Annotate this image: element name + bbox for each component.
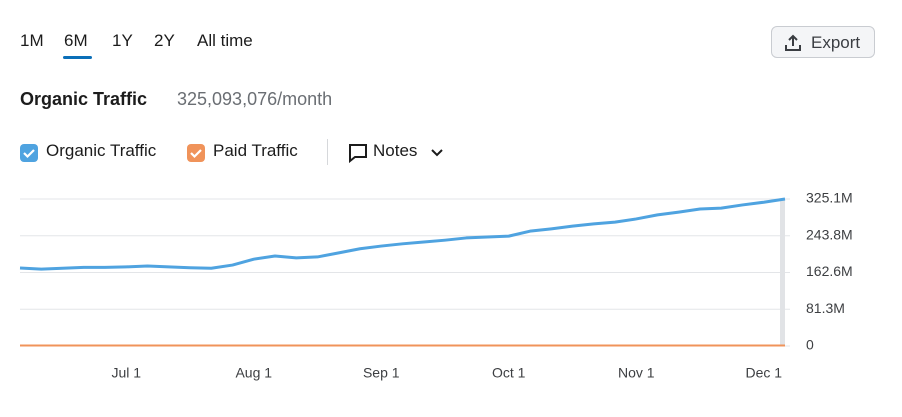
export-button[interactable]: Export [771, 26, 875, 58]
legend-label: Paid Traffic [213, 141, 298, 160]
y-tick-label: 162.6M [806, 263, 853, 279]
period-tab[interactable]: All time [197, 31, 253, 50]
tab-underline [63, 56, 92, 59]
period-tab[interactable]: 1Y [112, 31, 133, 50]
y-tick-label: 0 [806, 337, 814, 353]
x-tick-label: Aug 1 [235, 365, 272, 381]
summary-value: 325,093,076/month [177, 89, 333, 109]
legend-checkbox[interactable] [20, 144, 38, 162]
x-tick-label: Dec 1 [745, 365, 782, 381]
period-tab[interactable]: 1M [20, 31, 44, 50]
x-tick-label: Sep 1 [363, 365, 400, 381]
notes-icon [349, 144, 367, 163]
separator [327, 139, 328, 165]
check [190, 149, 202, 159]
chevron [431, 149, 443, 157]
notes-label: Notes [373, 141, 418, 160]
check [23, 149, 35, 159]
x-tick-label: Oct 1 [492, 365, 526, 381]
export-label: Export [811, 33, 861, 52]
y-tick-label: 325.1M [806, 190, 853, 206]
y-tick-label: 243.8M [806, 226, 853, 242]
period-tab[interactable]: 6M [64, 31, 88, 50]
y-tick-label: 81.3M [806, 300, 845, 316]
export-icon [785, 34, 801, 51]
series-line [19, 197, 786, 271]
period-tab[interactable]: 2Y [154, 31, 175, 50]
hover-band [780, 199, 785, 346]
x-tick-label: Nov 1 [618, 365, 655, 381]
legend-checkbox[interactable] [187, 144, 205, 162]
summary-label: Organic Traffic [20, 89, 148, 109]
x-tick-label: Jul 1 [111, 365, 141, 381]
legend-label: Organic Traffic [46, 141, 157, 160]
